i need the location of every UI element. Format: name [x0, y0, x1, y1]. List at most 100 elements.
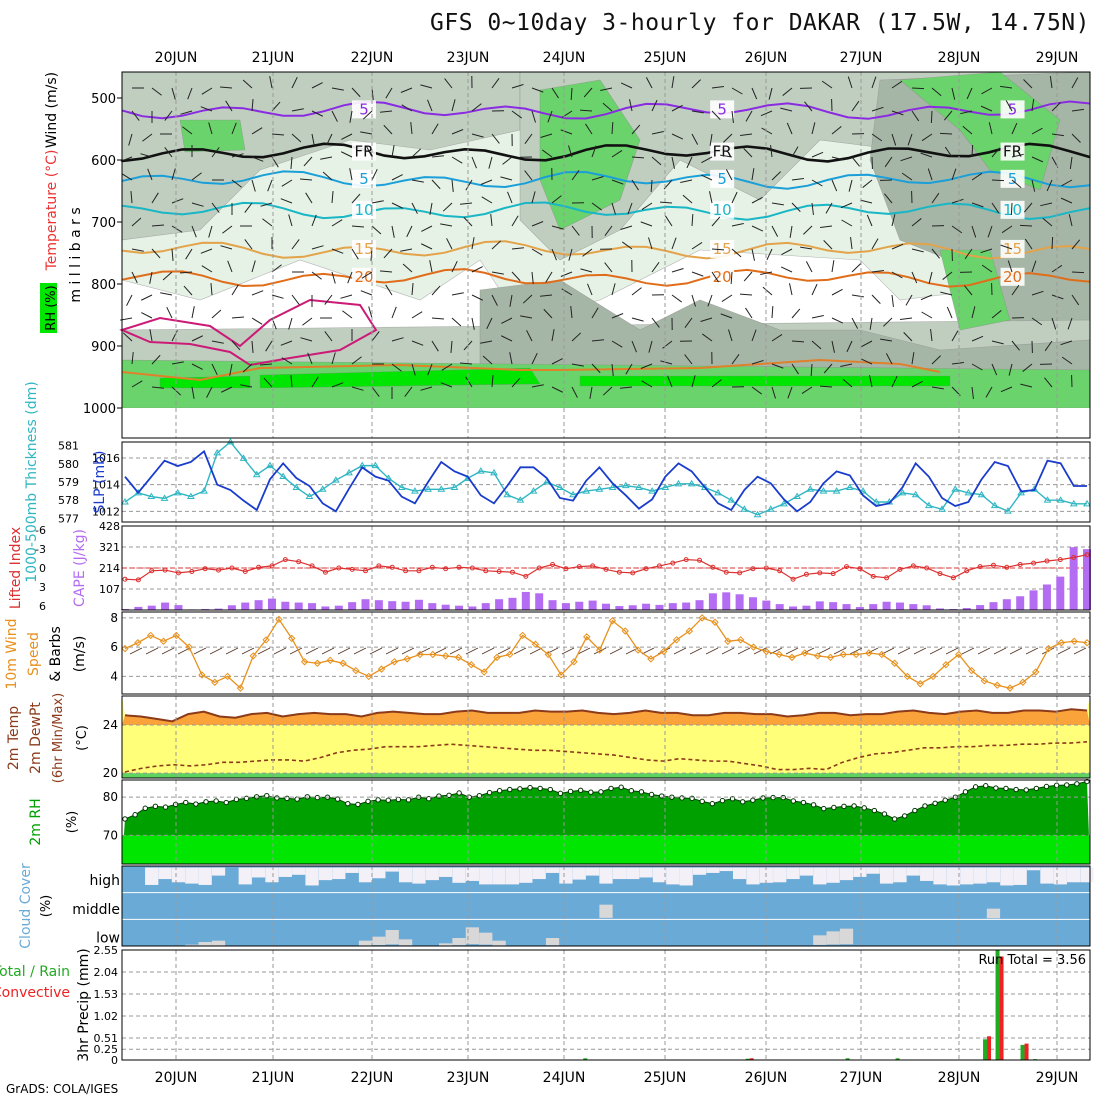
- wind-speed-point: [878, 650, 886, 659]
- wind-barb: [420, 386, 433, 391]
- cloud-high-gap: [572, 867, 586, 880]
- wind10m-barb: [753, 647, 767, 655]
- cape-bar: [895, 602, 904, 610]
- thickness-point: [780, 499, 788, 507]
- wind-barb: [582, 248, 593, 257]
- top-date-label-8: 28JUN: [938, 50, 981, 66]
- thickness-point: [621, 481, 630, 489]
- wind-barb: [471, 133, 484, 138]
- precip-tick-3: 1.02: [94, 1010, 119, 1023]
- lifted-tick-2: 0: [39, 562, 46, 575]
- wind-barb: [1010, 202, 1013, 216]
- wind-barb: [701, 156, 713, 164]
- cloud-high-gap: [318, 867, 333, 881]
- wind-speed-point: [326, 656, 334, 665]
- rh-point: [699, 798, 705, 805]
- cloud-high-gap: [465, 867, 480, 881]
- cloud-high-gap: [358, 867, 373, 883]
- wind-barb: [265, 340, 273, 352]
- wind-barb: [220, 245, 233, 250]
- wind-barb: [1005, 100, 1013, 112]
- wind-barb: [131, 248, 144, 252]
- wind-barb: [511, 271, 521, 282]
- wind-barb: [551, 358, 563, 365]
- wind-barb: [491, 77, 500, 89]
- wind10m-barb: [913, 647, 927, 655]
- wind-barb: [831, 340, 835, 353]
- cloud-low-bar: [185, 944, 199, 946]
- wind-barb: [480, 340, 493, 344]
- wind-speed-point: [403, 655, 411, 663]
- lifted-point: [563, 566, 569, 572]
- wind-barb: [691, 213, 694, 227]
- wind-barb: [823, 240, 833, 250]
- wind-barb: [791, 308, 801, 319]
- wind-barb: [991, 310, 1002, 319]
- wind-barb: [1040, 202, 1053, 207]
- wind-barb: [611, 179, 624, 185]
- wind-barb: [691, 271, 704, 277]
- temp-contour-label-20-1: 20: [713, 268, 732, 286]
- wind-tick-1: 6: [110, 640, 118, 654]
- wind-speed-point: [480, 668, 488, 676]
- wind-barb: [819, 385, 833, 388]
- wind-barb: [322, 171, 333, 181]
- rh-point: [1033, 785, 1040, 792]
- cloud-high-gap: [492, 867, 506, 885]
- precip-total-bar: [583, 1058, 588, 1060]
- cloud-high-gap: [238, 867, 252, 885]
- thickness-point: [859, 487, 867, 494]
- legend-wind: Wind (m/s): [44, 72, 60, 148]
- wind-barb: [541, 149, 553, 158]
- wind-barb: [385, 87, 393, 99]
- rh-point: [912, 807, 918, 814]
- wind-speed-point: [1044, 644, 1053, 653]
- wind-barb: [491, 271, 504, 275]
- wind-barb: [411, 340, 424, 346]
- wind-barb: [927, 168, 933, 181]
- lifted-tick-4: 6: [39, 600, 46, 613]
- cape-bar: [989, 602, 998, 610]
- wind-barb: [791, 146, 799, 158]
- wind-barb: [971, 144, 974, 158]
- wind-barb: [760, 271, 773, 275]
- cloud-high-gap: [652, 867, 667, 883]
- cape-bar: [615, 606, 624, 610]
- wind10m-barb: [161, 647, 175, 655]
- wind10m-barb: [577, 647, 591, 655]
- wind-barb: [361, 271, 373, 279]
- lifted-point: [777, 568, 783, 574]
- wind-barb: [583, 87, 593, 98]
- lifted-point: [269, 563, 275, 569]
- cape-bar: [976, 605, 985, 610]
- thickness-point: [977, 490, 986, 498]
- magenta-contour: [119, 298, 378, 367]
- wind-barb: [731, 191, 738, 204]
- wind10m-barb: [705, 647, 719, 655]
- top-date-label-2: 22JUN: [351, 50, 394, 66]
- wind-barb: [691, 242, 703, 250]
- wind-barb: [171, 225, 183, 233]
- wind10m-barb: [353, 647, 367, 655]
- cape-tick-2: 214: [99, 562, 120, 575]
- wind-barb: [903, 332, 913, 342]
- temp-contour-label-bg: [1000, 200, 1025, 219]
- wind10m-barb: [609, 647, 623, 655]
- bottom-date-label-5: 25JUN: [644, 1070, 687, 1086]
- rh-point: [719, 797, 726, 804]
- wind-barb: [831, 260, 835, 273]
- rh-point: [679, 795, 685, 801]
- wind-barb: [251, 99, 254, 112]
- wind-barb: [711, 86, 724, 89]
- wind-barb: [211, 309, 222, 319]
- wind-speed-point: [826, 653, 835, 662]
- wind10m-barb: [721, 647, 735, 655]
- wind-barb: [851, 263, 861, 273]
- cape-bar: [1083, 549, 1091, 610]
- wind-barb: [760, 110, 773, 117]
- wind-barb: [846, 340, 853, 353]
- wind-barb: [751, 168, 755, 181]
- below-ground-area: [122, 408, 1090, 438]
- thickness-point: [279, 472, 288, 480]
- wind-barb: [551, 195, 562, 204]
